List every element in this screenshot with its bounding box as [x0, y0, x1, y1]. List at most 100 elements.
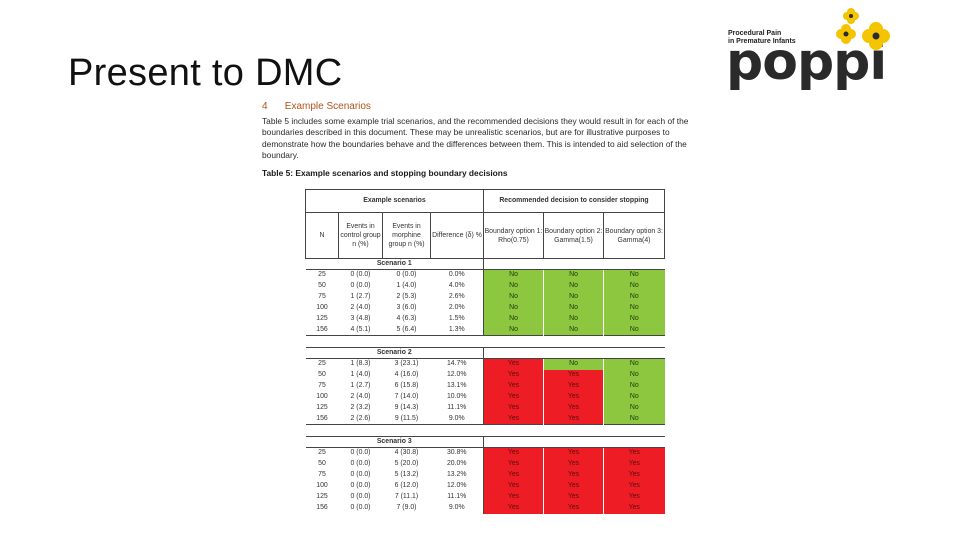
column-header-option1: Boundary option 1: Rho(0.75): [483, 212, 544, 259]
table-row: 25 0 (0.0) 4 (30.8) 30.8% Yes Yes Yes: [306, 447, 665, 459]
cell-option1: Yes: [483, 447, 544, 459]
cell-morphine: 7 (9.0): [396, 503, 417, 511]
cell-n: 156: [316, 325, 328, 333]
cell-option2: No: [543, 358, 604, 370]
cell-control: 0 (0.0): [350, 503, 371, 511]
cell-morphine: 6 (12.0): [394, 481, 419, 489]
cell-morphine: 5 (13.2): [394, 470, 419, 478]
cell-control: 3 (4.8): [350, 314, 371, 322]
cell-control: 0 (0.0): [350, 449, 371, 457]
column-header-difference: Difference (δ) %: [430, 212, 484, 259]
table-row: 50 0 (0.0) 1 (4.0) 4.0% No No No: [306, 280, 665, 292]
table-row: 50 0 (0.0) 5 (20.0) 20.0% Yes Yes Yes: [306, 458, 665, 470]
poppi-logo: Procedural Pain in Premature Infants pop…: [726, 6, 896, 92]
scenario-gap: [305, 424, 665, 437]
cell-control: 1 (4.0): [350, 370, 371, 378]
cell-option1: No: [483, 324, 544, 336]
document-excerpt: 4 Example Scenarios Table 5 includes som…: [262, 101, 702, 180]
cell-option2: Yes: [543, 480, 604, 492]
cell-option1: Yes: [483, 469, 544, 481]
cell-option3: Yes: [603, 480, 665, 492]
group-header-decision: Recommended decision to consider stoppin…: [483, 189, 665, 213]
slide-title: Present to DMC: [68, 52, 343, 94]
cell-difference: 1.5%: [448, 314, 465, 322]
cell-option3: No: [603, 391, 665, 403]
cell-option2: No: [543, 324, 604, 336]
cell-morphine: 5 (20.0): [394, 459, 419, 467]
cell-difference: 12.0%: [446, 370, 467, 378]
cell-option2: Yes: [543, 447, 604, 459]
cell-option2: No: [543, 269, 604, 281]
column-header-morphine: Events in morphine group n (%): [382, 212, 431, 259]
cell-option1: Yes: [483, 391, 544, 403]
cell-control: 0 (0.0): [350, 271, 371, 279]
scenario-header-blank: [483, 347, 665, 359]
cell-difference: 30.8%: [446, 449, 467, 457]
cell-n: 75: [318, 292, 326, 300]
cell-morphine: 7 (11.1): [394, 492, 419, 500]
cell-option1: Yes: [483, 369, 544, 381]
table-row: 156 0 (0.0) 7 (9.0) 9.0% Yes Yes Yes: [306, 502, 665, 514]
cell-n: 25: [318, 360, 326, 368]
cell-control: 1 (2.7): [350, 381, 371, 389]
cell-n: 100: [316, 481, 328, 489]
cell-option3: No: [603, 369, 665, 381]
cell-n: 156: [316, 414, 328, 422]
table-row: 100 0 (0.0) 6 (12.0) 12.0% Yes Yes Yes: [306, 480, 665, 492]
cell-option2: No: [543, 313, 604, 325]
cell-n: 50: [318, 459, 326, 467]
cell-option3: No: [603, 291, 665, 303]
column-header-n: N: [305, 212, 339, 259]
logo-wordmark: poppi: [726, 32, 887, 92]
cell-control: 4 (5.1): [350, 325, 371, 333]
cell-option3: No: [603, 380, 665, 392]
cell-option1: No: [483, 280, 544, 292]
cell-option2: Yes: [543, 491, 604, 503]
column-header-option3: Boundary option 3: Gamma(4): [603, 212, 665, 259]
cell-morphine: 3 (23.1): [394, 360, 419, 368]
scenarios-table: Example scenarios Recommended decision t…: [305, 189, 665, 514]
logo-tagline: Procedural Pain in Premature Infants: [728, 30, 796, 46]
cell-option2: No: [543, 291, 604, 303]
cell-n: 100: [316, 303, 328, 311]
cell-option3: Yes: [603, 469, 665, 481]
cell-difference: 13.2%: [446, 470, 467, 478]
scenario-name: Scenario 3: [305, 436, 484, 448]
cell-morphine: 2 (5.3): [396, 292, 417, 300]
cell-option1: Yes: [483, 358, 544, 370]
cell-morphine: 9 (14.3): [394, 403, 419, 411]
table-row: 125 3 (4.8) 4 (6.3) 1.5% No No No: [306, 313, 665, 325]
cell-difference: 2.0%: [448, 303, 465, 311]
cell-n: 125: [316, 403, 328, 411]
cell-option3: Yes: [603, 458, 665, 470]
cell-option3: No: [603, 269, 665, 281]
cell-morphine: 4 (30.8): [394, 449, 419, 457]
table-row: 25 1 (8.3) 3 (23.1) 14.7% Yes No No: [306, 358, 665, 370]
scenario-header-row: Scenario 3: [305, 436, 665, 448]
table-row: 75 1 (2.7) 6 (15.8) 13.1% Yes Yes No: [306, 380, 665, 392]
cell-option2: Yes: [543, 369, 604, 381]
column-header-option2: Boundary option 2: Gamma(1.5): [543, 212, 604, 259]
logo-tagline-line2: in Premature Infants: [728, 38, 796, 45]
cell-difference: 0.0%: [448, 271, 465, 279]
cell-option1: No: [483, 313, 544, 325]
cell-option2: No: [543, 280, 604, 292]
cell-option2: Yes: [543, 413, 604, 425]
cell-control: 2 (3.2): [350, 403, 371, 411]
cell-n: 25: [318, 449, 326, 457]
cell-morphine: 6 (15.8): [394, 381, 419, 389]
cell-difference: 12.0%: [446, 481, 467, 489]
cell-option2: Yes: [543, 402, 604, 414]
cell-n: 75: [318, 381, 326, 389]
cell-n: 156: [316, 503, 328, 511]
cell-control: 0 (0.0): [350, 459, 371, 467]
cell-option2: Yes: [543, 458, 604, 470]
cell-control: 0 (0.0): [350, 492, 371, 500]
cell-option1: Yes: [483, 413, 544, 425]
table-row: 125 2 (3.2) 9 (14.3) 11.1% Yes Yes No: [306, 402, 665, 414]
table-row: 156 4 (5.1) 5 (6.4) 1.3% No No No: [306, 324, 665, 336]
cell-option3: No: [603, 280, 665, 292]
scenario-header-blank: [483, 436, 665, 448]
cell-option3: Yes: [603, 502, 665, 514]
cell-n: 75: [318, 470, 326, 478]
